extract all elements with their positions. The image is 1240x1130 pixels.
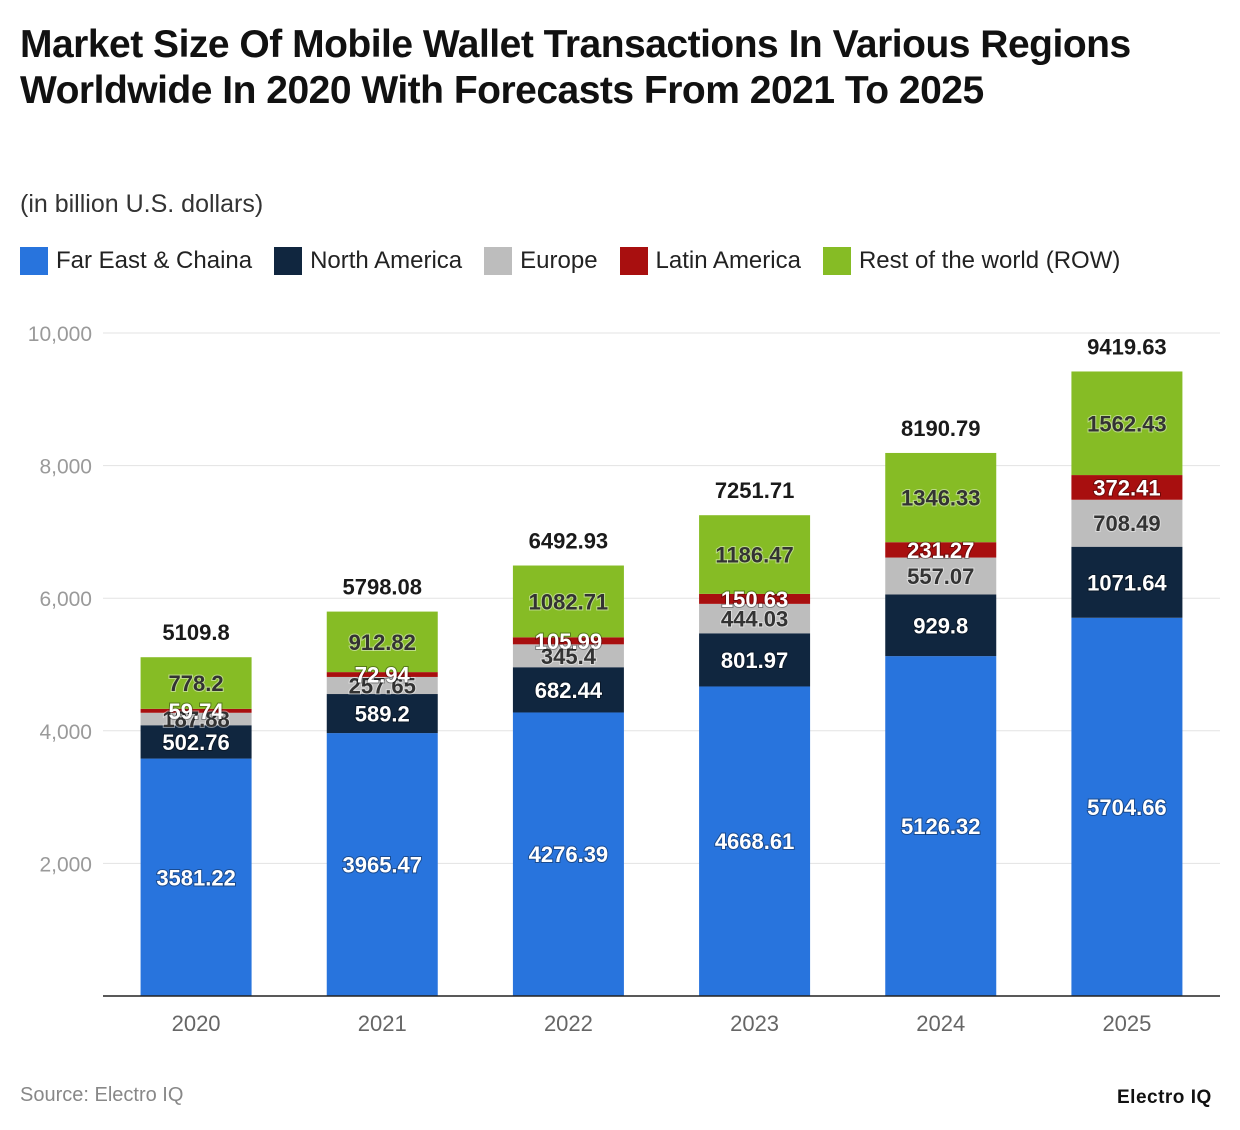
x-tick-label: 2024	[916, 1011, 965, 1036]
bar-segment	[885, 557, 997, 595]
total-label: 8190.79	[901, 416, 981, 441]
data-label: 1071.64	[1087, 570, 1167, 595]
data-label: 557.07	[907, 564, 974, 589]
x-tick-label: 2023	[730, 1011, 779, 1036]
bar-segment	[512, 637, 624, 645]
data-label: 187.88	[162, 707, 229, 732]
bar-segment	[885, 542, 997, 558]
data-label: 1082.71	[529, 589, 609, 614]
bar-segment	[699, 633, 811, 687]
total-label: 5109.8	[162, 620, 229, 645]
data-label: 4668.61	[715, 829, 795, 854]
data-label: 1186.47	[715, 543, 793, 568]
bar-segment	[885, 452, 997, 543]
total-label: 9419.63	[1087, 334, 1167, 359]
bar-segment	[512, 644, 624, 668]
bar-segment	[1071, 475, 1183, 500]
x-tick-label: 2025	[1102, 1011, 1151, 1036]
bar-segment	[512, 667, 624, 713]
bar-segment	[140, 708, 252, 713]
bar-segment	[1071, 617, 1183, 996]
bar-segment	[326, 733, 438, 996]
x-tick-label: 2021	[358, 1011, 407, 1036]
data-label: 3581.22	[156, 865, 236, 890]
data-label: 502.76	[162, 730, 229, 755]
data-label: 257.65	[349, 673, 416, 698]
y-tick-label: 2,000	[39, 853, 92, 876]
bar-segment	[512, 712, 624, 996]
data-label: 929.8	[913, 613, 968, 638]
legend-swatch	[822, 247, 851, 275]
bar-segment	[885, 656, 997, 996]
total-label: 5798.08	[342, 575, 422, 600]
data-label: 3965.47	[342, 853, 422, 878]
bar-segment	[699, 593, 811, 604]
legend-item-rest-of-world[interactable]: Rest of the world (ROW)	[822, 247, 1121, 275]
data-label: 444.03	[721, 607, 788, 632]
bar-segment	[885, 594, 997, 657]
data-label: 345.4	[541, 644, 597, 669]
legend-label: Europe	[520, 247, 598, 274]
legend-swatch	[20, 247, 48, 275]
bar-segment	[1071, 371, 1183, 476]
data-label: 72.94	[355, 663, 411, 688]
brand-logo: Electro IQ	[1117, 1087, 1212, 1108]
bar-segment	[326, 611, 438, 673]
legend-label: Rest of the world (ROW)	[858, 247, 1121, 274]
data-label: 778.2	[169, 671, 224, 696]
bar-segment	[1071, 546, 1183, 618]
bar-segment	[326, 676, 438, 695]
total-label: 6492.93	[529, 529, 609, 554]
bar-segment	[699, 603, 811, 634]
data-label: 589.2	[355, 702, 410, 727]
legend-swatch	[619, 247, 648, 275]
chart-title: Market Size Of Mobile Wallet Transaction…	[20, 23, 1131, 112]
legend-item-latin-america[interactable]: Latin America	[619, 247, 801, 275]
bar-segment	[140, 725, 252, 759]
data-label: 372.41	[1093, 475, 1160, 500]
data-label: 708.49	[1093, 511, 1160, 536]
y-tick-label: 8,000	[39, 456, 92, 479]
chart-subtitle: (in billion U.S. dollars)	[20, 190, 264, 218]
bar-segment	[512, 565, 624, 638]
data-label: 231.27	[907, 538, 974, 563]
bar-segment	[1071, 499, 1183, 547]
legend-swatch	[484, 247, 513, 275]
bar-segment	[326, 694, 438, 734]
data-label: 1346.33	[901, 486, 981, 511]
y-tick-label: 6,000	[39, 588, 92, 611]
legend-label: Far East & Chaina	[56, 247, 253, 274]
y-tick-label: 10,000	[28, 323, 92, 346]
y-tick-label: 4,000	[39, 721, 92, 744]
legend: Far East & Chaina North America Europe L…	[20, 247, 1120, 275]
legend-label: Latin America	[655, 247, 801, 274]
x-tick-label: 2020	[172, 1011, 221, 1036]
data-label: 5704.66	[1087, 795, 1167, 820]
source-note: Source: Electro IQ	[20, 1084, 184, 1106]
bar-segment	[326, 672, 438, 677]
bar-segment	[699, 515, 811, 594]
legend-swatch	[274, 247, 303, 275]
data-label: 912.82	[349, 630, 416, 655]
legend-label: North America	[310, 247, 463, 274]
x-tick-label: 2022	[544, 1011, 593, 1036]
data-label: 150.63	[721, 587, 788, 612]
bar-segment	[140, 657, 252, 709]
data-label: 4276.39	[529, 842, 609, 867]
bar-segment	[140, 758, 252, 996]
data-label: 105.99	[535, 629, 602, 654]
data-label: 801.97	[721, 648, 788, 673]
bar-segment	[699, 686, 811, 996]
legend-item-north-america[interactable]: North America	[274, 247, 462, 275]
total-label: 7251.71	[715, 478, 795, 503]
legend-item-far-east[interactable]: Far East & Chaina	[20, 247, 252, 275]
data-label: 59.74	[169, 699, 225, 724]
data-label: 5126.32	[901, 814, 981, 839]
data-label: 682.44	[535, 678, 603, 703]
legend-item-europe[interactable]: Europe	[484, 247, 598, 275]
bar-segment	[140, 712, 252, 726]
data-label: 1562.43	[1087, 411, 1167, 436]
